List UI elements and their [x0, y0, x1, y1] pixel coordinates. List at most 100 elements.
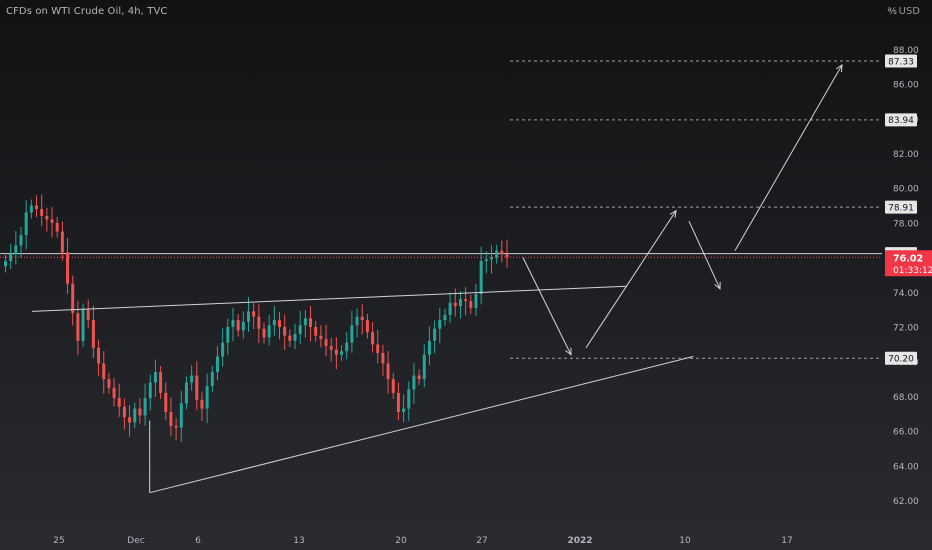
currency-label: ℁ USD: [887, 6, 920, 17]
candle-body: [174, 425, 178, 428]
candle-body: [221, 342, 225, 357]
arrowhead: [835, 64, 843, 73]
candle-body: [159, 372, 163, 393]
arrowhead: [565, 347, 572, 356]
candle-body: [164, 392, 168, 413]
last-price-badge: [885, 250, 932, 277]
y-tick-label: 72.00: [893, 324, 919, 334]
candle-body: [226, 327, 230, 343]
candle-body: [231, 320, 235, 327]
currency-icon: ℁: [887, 7, 897, 17]
candle-body: [340, 351, 344, 355]
arrowhead: [714, 281, 721, 290]
candle-body: [45, 215, 49, 220]
candle-body: [195, 375, 199, 400]
candle-body: [112, 387, 116, 399]
candle-body: [50, 219, 54, 223]
projection-arrow-line[interactable]: [688, 220, 721, 290]
candle-body: [288, 335, 292, 341]
candle-body: [122, 406, 126, 418]
projection-arrow-line[interactable]: [585, 210, 677, 349]
candle-body: [464, 299, 468, 301]
candle-body: [345, 342, 349, 352]
candle-body: [241, 321, 245, 331]
candle-body: [19, 235, 23, 246]
y-tick-label: 78.00: [893, 219, 919, 229]
candle-body: [215, 356, 219, 373]
candle-body: [184, 382, 188, 404]
candle-body: [412, 375, 416, 390]
candle-body: [97, 347, 101, 364]
candle-body: [71, 283, 75, 314]
candle-body: [205, 385, 209, 409]
candle-body: [453, 302, 457, 307]
candle-body: [360, 316, 364, 321]
candle-body: [396, 392, 400, 413]
x-tick-label: 27: [476, 536, 487, 546]
candle-body: [505, 254, 509, 258]
candle-body: [29, 205, 33, 213]
resistance-line[interactable]: [31, 285, 628, 312]
price-label-box: [885, 200, 917, 214]
candle-body: [200, 399, 204, 409]
candle-body: [381, 353, 385, 364]
candle-body: [314, 327, 318, 336]
candle-body: [443, 314, 447, 321]
candle-body: [252, 311, 256, 317]
candle-body: [402, 408, 406, 413]
support-line[interactable]: [149, 356, 694, 494]
candle-body: [262, 328, 266, 338]
candle-body: [324, 339, 328, 347]
candle-body: [365, 320, 369, 333]
candle-body: [433, 328, 437, 341]
candle-body: [179, 403, 183, 428]
price-label-text: 70.20: [888, 355, 914, 365]
candle-body: [66, 252, 70, 284]
candle-body: [246, 311, 250, 322]
candle-body: [138, 408, 142, 416]
candle-body: [422, 354, 426, 380]
price-label-box: [885, 113, 917, 127]
candle-body: [484, 259, 488, 262]
candle-body: [81, 309, 85, 341]
candle-body: [153, 372, 157, 383]
candle-body: [91, 320, 95, 348]
y-tick-label: 68.00: [893, 393, 919, 403]
y-tick-label: 74.00: [893, 289, 919, 299]
candle-body: [14, 245, 18, 255]
y-tick-label: 82.00: [893, 150, 919, 160]
candle-body: [469, 300, 473, 308]
candle-body: [309, 318, 313, 327]
candle-body: [283, 327, 287, 336]
candle-body: [355, 316, 359, 326]
price-label-text: 78.91: [888, 203, 914, 213]
x-tick-label: 10: [679, 536, 691, 546]
candle-body: [495, 250, 499, 258]
candle-body: [479, 261, 483, 295]
x-tick-label: 13: [293, 536, 304, 546]
candle-body: [210, 372, 214, 386]
projection-arrow-line[interactable]: [734, 64, 843, 251]
projection-arrow-line[interactable]: [522, 257, 572, 355]
x-tick-label: Dec: [127, 536, 144, 546]
candle-body: [60, 231, 64, 253]
candle-body: [407, 389, 411, 409]
price-label-box: [885, 54, 917, 68]
candle-body: [371, 332, 375, 345]
candle-body: [107, 379, 111, 388]
candle-body: [391, 379, 395, 393]
y-tick-label: 88.00: [893, 46, 919, 56]
candle-body: [236, 320, 240, 331]
price-label-text: 83.94: [888, 116, 914, 126]
y-tick-label: 64.00: [893, 462, 919, 472]
candle-body: [448, 302, 452, 315]
candle-body: [376, 344, 380, 354]
candle-body: [128, 417, 132, 423]
y-tick-label: 62.00: [893, 497, 919, 507]
candle-body: [329, 346, 333, 350]
candle-body: [293, 333, 297, 341]
candle-body: [489, 257, 493, 260]
x-tick-label: 20: [395, 536, 407, 546]
